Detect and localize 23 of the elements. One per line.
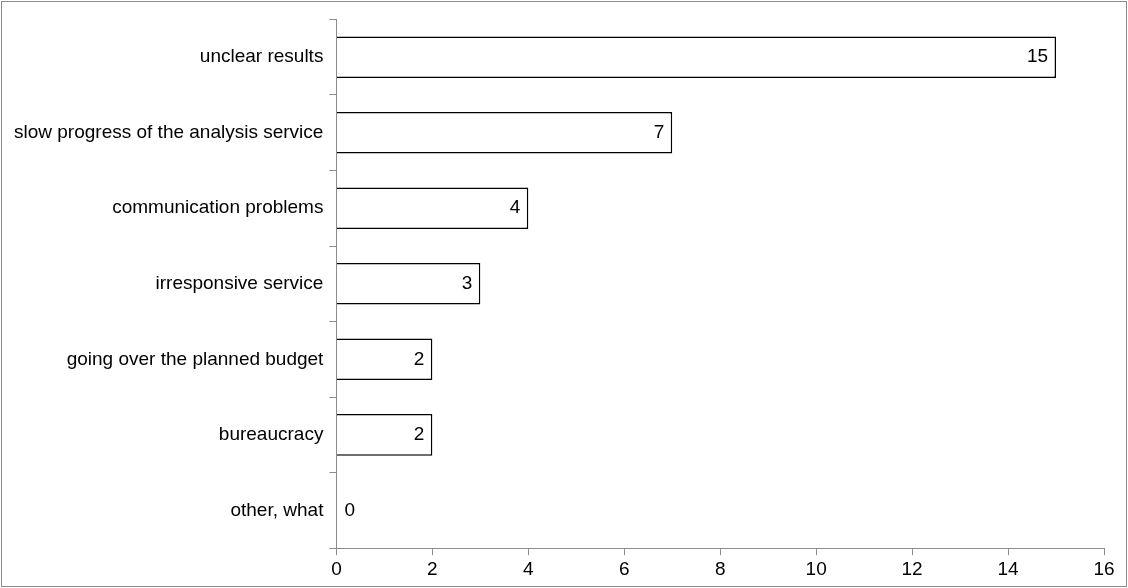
x-tick-label: 8 xyxy=(714,557,726,579)
data-label: 2 xyxy=(413,423,425,445)
y-tick-label: other, what xyxy=(230,498,325,520)
x-tick-label: 0 xyxy=(331,557,342,579)
y-tick-label: unclear results xyxy=(199,45,324,67)
data-label: 15 xyxy=(1026,45,1049,67)
y-tick-label: going over the planned budget xyxy=(66,347,325,369)
y-tick-label: slow progress of the analysis service xyxy=(13,120,324,142)
data-label: 2 xyxy=(413,347,425,369)
x-tick-label: 12 xyxy=(901,557,923,579)
data-label: 0 xyxy=(344,498,355,520)
x-tick-label: 2 xyxy=(427,557,438,579)
x-tick-label: 6 xyxy=(618,557,630,579)
x-tick-label: 10 xyxy=(805,557,827,579)
x-tick-label: 16 xyxy=(1093,557,1115,579)
y-tick-label: irresponsive service xyxy=(155,272,324,294)
x-tick-label: 14 xyxy=(997,557,1020,579)
data-label: 3 xyxy=(461,272,473,294)
data-label: 4 xyxy=(509,196,521,218)
y-tick-label: bureaucracy xyxy=(218,423,324,445)
y-tick-label: communication problems xyxy=(112,196,324,218)
x-tick-label: 4 xyxy=(523,557,535,579)
data-label: 7 xyxy=(653,120,665,142)
